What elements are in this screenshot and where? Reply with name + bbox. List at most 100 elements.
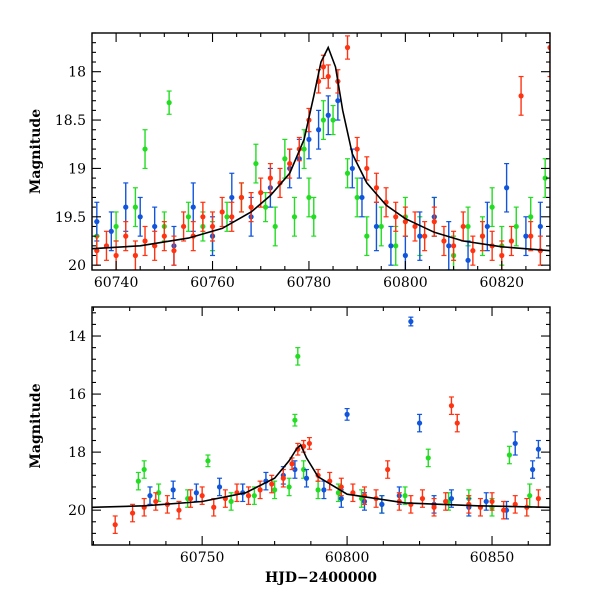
data-point	[123, 233, 129, 239]
data-point	[112, 522, 118, 528]
data-point	[504, 185, 510, 191]
data-point	[448, 403, 455, 409]
data-point	[483, 498, 489, 505]
data-point	[282, 156, 288, 162]
data-point	[422, 233, 428, 239]
data-point	[166, 100, 172, 106]
x-tick-label: 60750	[180, 550, 225, 566]
data-point	[454, 420, 460, 426]
data-point	[431, 219, 437, 225]
data-point	[528, 214, 534, 220]
data-point	[295, 353, 301, 359]
data-point	[378, 223, 384, 230]
data-point	[216, 484, 223, 490]
y-axis-title: Magnitude	[28, 109, 44, 194]
data-point	[286, 484, 292, 490]
data-point	[200, 214, 206, 220]
data-point	[142, 238, 148, 244]
data-point	[321, 487, 327, 493]
x-tick-label: 60850	[470, 550, 515, 566]
data-point	[527, 493, 533, 499]
plot-area	[92, 33, 550, 270]
data-point	[311, 214, 317, 220]
axes-frame	[91, 306, 551, 546]
x-tick-label: 60780	[287, 275, 332, 291]
data-point	[224, 214, 230, 220]
data-point	[441, 238, 447, 244]
data-point	[489, 498, 495, 505]
data-point	[108, 228, 114, 234]
y-axis-title: Magnitude	[28, 383, 44, 468]
data-point	[229, 214, 235, 220]
data-point	[219, 209, 225, 215]
data-point	[229, 194, 235, 201]
series-2	[112, 396, 542, 534]
data-point	[364, 233, 370, 239]
data-point	[359, 194, 365, 201]
x-tick-label: 60800	[325, 550, 370, 566]
data-point	[425, 455, 431, 461]
data-point	[94, 248, 100, 254]
data-point	[512, 501, 518, 507]
data-point	[123, 204, 129, 210]
series-2	[94, 33, 550, 270]
data-point	[238, 194, 245, 201]
data-point	[325, 112, 331, 118]
x-tick-label: 60760	[190, 275, 235, 291]
data-point	[94, 219, 100, 225]
data-point	[535, 495, 542, 502]
y-tick-label: 18	[68, 445, 86, 461]
data-point	[306, 136, 312, 143]
data-point	[508, 238, 515, 244]
data-point	[190, 204, 196, 210]
data-point	[460, 223, 466, 230]
axes-frame	[91, 32, 551, 271]
data-point	[306, 440, 313, 447]
data-point	[257, 487, 263, 493]
data-point	[385, 466, 391, 473]
data-point	[373, 185, 380, 191]
data-point	[199, 493, 205, 499]
plot-area	[92, 316, 550, 534]
data-point	[537, 223, 543, 230]
data-point	[523, 233, 529, 239]
data-point	[135, 478, 141, 484]
data-point	[499, 252, 505, 259]
data-point	[152, 223, 158, 230]
data-point	[364, 165, 370, 172]
data-point	[446, 243, 452, 249]
y-tick-label: 18.5	[55, 113, 86, 129]
data-point	[330, 117, 336, 123]
data-point	[350, 490, 356, 496]
data-point	[335, 490, 341, 496]
data-point	[152, 243, 158, 249]
data-point	[142, 146, 148, 152]
data-point	[412, 223, 418, 230]
data-point	[137, 214, 143, 220]
data-point	[501, 507, 507, 513]
data-point	[161, 233, 167, 239]
data-point	[132, 252, 138, 259]
data-point	[129, 510, 136, 516]
data-point	[354, 146, 360, 152]
data-point	[450, 243, 457, 249]
data-point	[416, 420, 423, 426]
data-point	[518, 93, 524, 99]
data-point	[338, 484, 344, 490]
data-point	[344, 170, 351, 176]
data-point	[303, 475, 310, 481]
data-point	[147, 493, 153, 499]
y-tick-label: 20	[68, 503, 86, 519]
model-curve	[92, 443, 550, 509]
x-tick-label: 60740	[94, 275, 139, 291]
data-point	[205, 458, 211, 464]
data-point	[315, 487, 321, 493]
data-point	[320, 117, 327, 123]
data-point	[484, 223, 490, 230]
data-point	[193, 490, 199, 496]
series-1	[94, 80, 543, 270]
data-point	[408, 318, 414, 325]
data-point	[251, 493, 257, 499]
data-point	[349, 165, 355, 172]
data-point	[335, 98, 341, 104]
